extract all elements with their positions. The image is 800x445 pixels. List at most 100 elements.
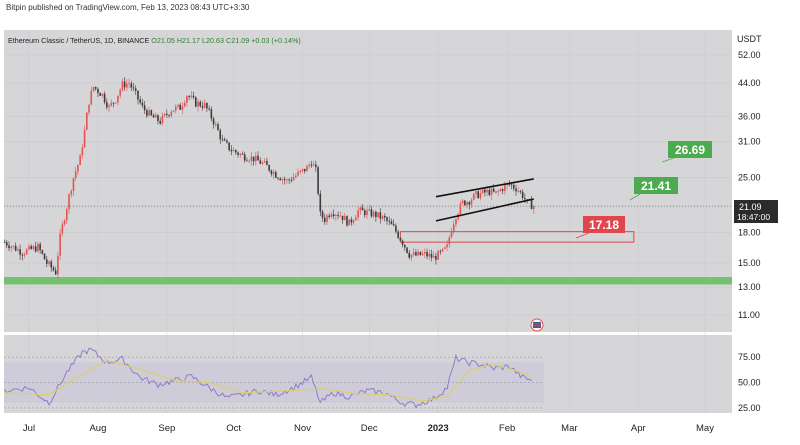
candle-body	[408, 252, 411, 258]
candle-body	[223, 139, 226, 141]
candle-body	[99, 93, 101, 96]
candle-body	[415, 252, 417, 256]
candle-body	[452, 224, 455, 232]
candle-body	[435, 255, 437, 260]
candle-body	[441, 248, 444, 252]
candle-body	[399, 237, 402, 241]
candle-body	[519, 191, 522, 192]
candle-body	[339, 215, 342, 217]
candle-body	[464, 200, 466, 206]
candle-body	[57, 255, 59, 275]
candle-body	[450, 231, 453, 238]
candle-body	[250, 156, 253, 161]
candle-body	[97, 88, 99, 94]
time-axis[interactable]: Jul Aug Sep Oct Nov Dec 2023 Feb Mar Apr May	[23, 423, 714, 434]
time-tick-label: Nov	[294, 423, 311, 434]
candle-body	[28, 246, 30, 250]
rsi-tick-label: 50.00	[738, 378, 761, 388]
candle-body	[430, 253, 433, 258]
candle-body	[401, 240, 404, 245]
candle-body	[45, 259, 48, 264]
candle-body	[243, 154, 246, 161]
candle-body	[357, 210, 359, 218]
candle-body	[315, 164, 317, 168]
candle-body	[235, 150, 237, 153]
time-tick-label: May	[696, 423, 714, 434]
candle-body	[54, 270, 57, 275]
candle-body	[359, 207, 362, 211]
candle-body	[210, 109, 213, 119]
candle-body	[350, 219, 353, 223]
candle-body	[437, 250, 439, 260]
candle-body	[239, 153, 242, 155]
target-label-text: 17.18	[589, 218, 619, 232]
candle-body	[190, 95, 193, 97]
candle-body	[41, 250, 44, 254]
candle-body	[428, 253, 431, 257]
candle-body	[161, 115, 164, 124]
current-price-countdown: 18:47:00	[737, 212, 770, 222]
candle-body	[370, 209, 373, 217]
candle-body	[37, 243, 39, 252]
time-tick-label: Mar	[561, 423, 577, 434]
candle-body	[299, 170, 302, 172]
candle-body	[208, 108, 210, 110]
candle-body	[177, 104, 179, 107]
target-label-text: 21.41	[641, 179, 671, 193]
candle-body	[323, 217, 326, 222]
candle-body	[94, 86, 97, 89]
candle-body	[263, 160, 266, 163]
price-tick-label: 11.00	[738, 310, 760, 320]
rsi-axis: 25.00 50.00 75.00	[738, 352, 761, 413]
candle-body	[495, 191, 497, 193]
candle-body	[114, 102, 117, 104]
candle-body	[108, 105, 110, 108]
time-tick-label: Aug	[89, 423, 106, 434]
target-label-text: 26.69	[675, 143, 705, 157]
main-panel-bg	[4, 30, 732, 332]
resistance-box	[399, 231, 635, 243]
candle-body	[410, 254, 413, 258]
candle-body	[368, 209, 371, 211]
candle-body	[372, 211, 375, 217]
price-tick-label: 13.00	[738, 282, 761, 292]
candle-body	[504, 185, 506, 191]
candle-body	[424, 251, 426, 254]
candle-body	[292, 177, 295, 181]
channel-line-lower	[435, 198, 534, 222]
candle-body	[521, 191, 524, 198]
candle-body	[281, 178, 284, 181]
target-label-box	[668, 141, 712, 158]
candle-body	[490, 188, 493, 195]
candle-body	[63, 220, 66, 225]
candle-body	[70, 190, 73, 195]
candles	[3, 77, 535, 279]
time-tick-label: Jul	[23, 423, 35, 434]
candle-body	[432, 255, 435, 258]
candle-body	[426, 251, 428, 257]
candle-body	[214, 124, 217, 125]
candle-body	[130, 83, 133, 88]
candle-body	[157, 115, 159, 122]
candle-body	[143, 105, 146, 111]
rsi-lines	[4, 347, 544, 409]
price-axis[interactable]: 11.0013.0015.0018.0021.0025.0031.0036.00…	[738, 50, 761, 320]
candle-body	[459, 203, 462, 215]
candle-body	[43, 253, 46, 260]
candle-body	[255, 155, 257, 162]
candle-body	[110, 102, 113, 106]
candle-body	[139, 99, 141, 103]
candle-body	[497, 191, 499, 192]
candle-body	[488, 189, 491, 195]
candle-body	[330, 214, 333, 217]
candle-body	[219, 130, 222, 140]
candle-body	[252, 156, 255, 162]
candle-body	[512, 185, 515, 189]
candle-body	[366, 210, 368, 216]
candle-body	[379, 212, 382, 219]
symbol-legend: Ethereum Classic / TetherUS, 1D, BINANCE…	[8, 36, 301, 45]
candle-body	[221, 139, 224, 141]
candle-body	[470, 199, 473, 205]
target-pointer-line	[575, 232, 590, 239]
